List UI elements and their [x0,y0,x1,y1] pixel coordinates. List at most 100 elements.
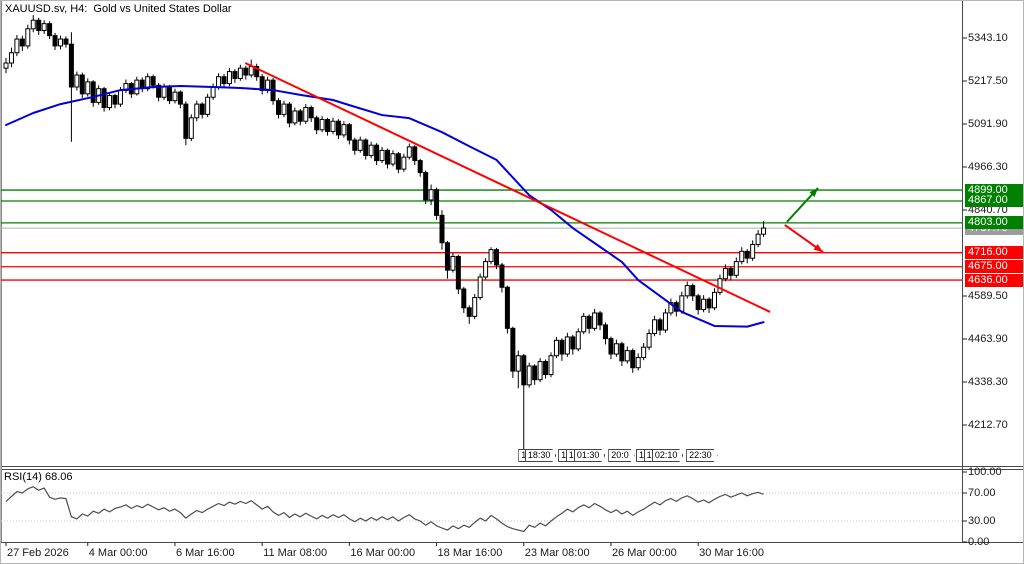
candle-body [292,110,298,124]
candle-body [314,117,320,131]
candle-body [8,52,14,64]
candle-body [613,343,619,355]
candle-body [319,119,325,131]
candle-body [592,312,598,329]
candle-body [3,62,9,69]
candle-body [205,96,211,115]
candle-body [379,149,385,162]
candle-body [199,103,205,115]
candle-body [477,276,483,299]
candle-body [401,156,407,170]
candle-body [412,146,418,162]
candle-body [652,319,658,334]
candle-body [494,249,499,266]
candle-body [117,89,123,105]
candle-body [717,278,723,293]
candle-body [68,43,74,88]
candle-body [581,315,587,333]
candle-body [504,286,510,329]
candle-body [357,139,363,151]
candle-body [619,343,625,362]
candle-body [428,189,434,201]
candle-body [510,327,516,372]
candle-body [79,74,85,95]
candle-body [85,81,91,95]
candle-body [750,243,756,259]
candle-body [761,227,767,235]
candle-body [150,76,156,86]
candle-body [352,139,358,151]
candle-body [564,336,570,355]
candle-body [483,261,489,278]
candle-body [58,38,63,47]
candle-body [488,249,494,263]
candle-body [444,242,450,271]
candle-body [19,38,25,47]
candle-body [553,339,559,357]
candle-body [570,336,576,350]
candle-body [259,76,265,91]
candle-body [728,267,734,276]
candle-body [406,146,412,158]
candle-body [515,355,521,372]
candle-body [630,350,636,369]
candle-body [439,214,445,244]
candle-body [739,250,745,263]
candle-body [679,295,685,312]
rsi-line[interactable] [5,486,764,533]
candle-body [341,124,347,136]
candle-body [335,120,341,136]
candle-body [624,350,630,362]
candle-body [733,261,739,276]
candle-body [276,100,281,115]
trendline[interactable] [244,62,771,313]
moving-average-line[interactable] [5,84,765,328]
candle-body [346,124,352,141]
candle-body [286,103,292,124]
candle-body [755,233,761,245]
candle-body [668,302,674,314]
candle-body [281,103,287,115]
candle-body [52,35,58,47]
candle-body [90,81,96,103]
candle-body [526,365,532,386]
candle-body [74,74,80,88]
candle-body [635,356,641,369]
candle-body [423,172,429,201]
candle-body [101,88,107,109]
candle-body [690,285,696,297]
candle-body [603,324,608,340]
candle-body [25,28,31,47]
candle-body [177,91,183,105]
candle-body [112,95,118,105]
candle-body [14,38,20,54]
candle-body [548,355,554,376]
green-up-arrowhead [809,187,819,197]
candle-body [303,107,309,122]
candle-body [466,307,472,317]
candle-body [167,86,172,102]
candle-body [308,107,314,119]
candle-body [134,79,140,95]
candle-body [221,76,227,85]
candle-body [330,120,336,132]
candle-body [695,295,701,311]
candle-body [194,103,200,119]
candle-body [385,149,390,165]
candle-body [712,291,717,309]
candle-body [161,86,167,98]
candle-body [701,298,707,311]
candle-body [684,285,690,297]
candle-body [706,298,712,309]
candle-body [210,86,216,98]
candle-body [657,319,663,331]
candle-body [499,264,505,288]
candle-body [597,312,603,326]
candle-body [188,117,194,139]
candle-body [662,312,668,331]
candle-body [145,76,151,90]
candle-body [248,65,254,76]
candle-body [559,339,565,355]
